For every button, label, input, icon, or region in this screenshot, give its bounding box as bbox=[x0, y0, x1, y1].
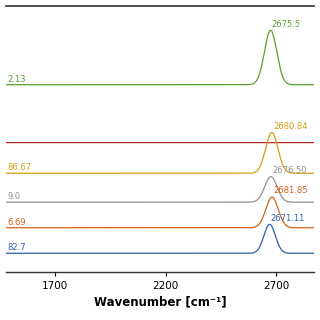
Text: 2680.84: 2680.84 bbox=[273, 122, 308, 131]
Text: 2676.50: 2676.50 bbox=[272, 166, 307, 175]
Text: 2675.5: 2675.5 bbox=[272, 20, 301, 28]
Text: 2681.85: 2681.85 bbox=[273, 186, 308, 196]
Text: 2.13: 2.13 bbox=[7, 75, 26, 84]
Text: 2671.11: 2671.11 bbox=[271, 214, 305, 223]
Text: 82.7: 82.7 bbox=[7, 243, 26, 252]
Text: 6.69: 6.69 bbox=[7, 218, 26, 227]
X-axis label: Wavenumber [cm⁻¹]: Wavenumber [cm⁻¹] bbox=[94, 295, 226, 308]
Text: 9.0: 9.0 bbox=[7, 192, 20, 201]
Text: 86.67: 86.67 bbox=[7, 163, 32, 172]
